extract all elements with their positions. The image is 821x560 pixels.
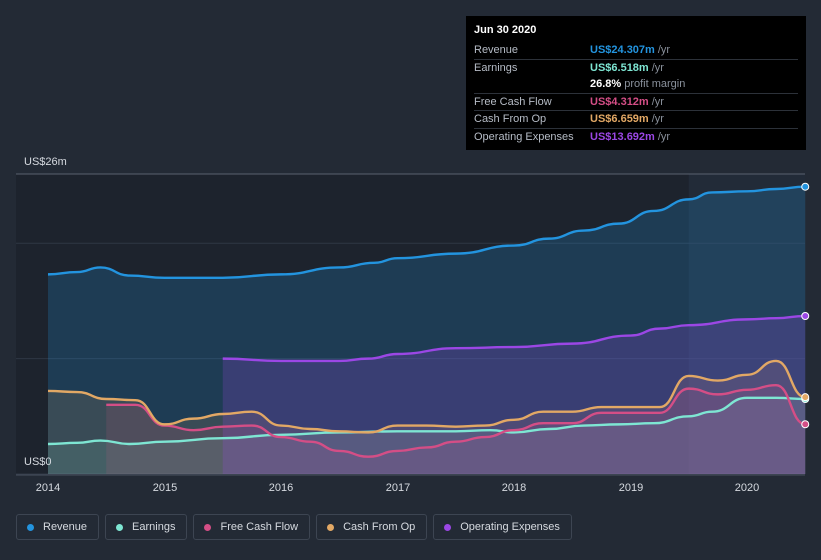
x-tick-label: 2015	[152, 482, 178, 494]
x-tick-label: 2019	[618, 482, 644, 494]
tooltip-unit: /yr	[657, 44, 671, 57]
end-markers	[801, 182, 810, 429]
tooltip-value: US$4.312m	[590, 95, 649, 108]
plot-background	[16, 174, 805, 474]
legend-item-operating-expenses[interactable]: Operating Expenses	[433, 514, 572, 540]
tooltip-unit: /yr	[651, 95, 664, 108]
tooltip-value: US$24.307m	[590, 44, 655, 57]
tooltip-unit: /yr	[651, 113, 664, 126]
free-cash-flow-end-point	[801, 420, 810, 429]
x-tick-label: 2014	[35, 482, 61, 494]
legend-item-free-cash-flow[interactable]: Free Cash Flow	[193, 514, 311, 540]
operating-expenses-line	[222, 314, 806, 363]
earnings-line	[47, 396, 806, 446]
tooltip-label: Free Cash Flow	[474, 95, 552, 108]
legend-dot-icon	[116, 523, 124, 531]
operating-expenses-area	[222, 316, 806, 474]
x-tick-label: 2018	[501, 482, 527, 494]
tooltip-row-revenue: Revenue US$24.307m /yr	[474, 42, 798, 59]
tooltip-value: 26.8%	[590, 78, 622, 91]
tooltip-label: Operating Expenses	[474, 130, 574, 143]
legend-label: Cash From Op	[343, 521, 416, 533]
tooltip-label: Cash From Op	[474, 113, 547, 126]
tooltip-label: Earnings	[474, 61, 518, 74]
free-cash-flow-line	[106, 383, 806, 458]
x-tick-label: 2017	[385, 482, 411, 494]
earnings-area	[48, 397, 806, 474]
legend-dot-icon	[327, 523, 335, 531]
legend-item-cash-from-op[interactable]: Cash From Op	[316, 514, 428, 540]
tooltip-date: Jun 30 2020	[474, 24, 537, 36]
revenue-line	[47, 185, 806, 280]
series-lines	[47, 185, 806, 458]
legend-item-earnings[interactable]: Earnings	[105, 514, 188, 540]
legend-item-revenue[interactable]: Revenue	[16, 514, 100, 540]
x-tick-label: 2020	[734, 482, 760, 494]
tooltip-row-free-cash-flow: Free Cash Flow US$4.312m /yr	[474, 92, 798, 111]
legend-dot-icon	[27, 523, 34, 531]
data-tooltip: Jun 30 2020 Revenue US$24.307m /yr Earni…	[466, 16, 806, 150]
cash-from-op-line	[47, 359, 806, 434]
legend-dot-icon	[204, 523, 212, 531]
plot-area	[16, 174, 805, 474]
legend-label: Revenue	[43, 521, 88, 533]
tooltip-unit: /yr	[651, 61, 664, 74]
y-axis-min-label: US$0	[24, 456, 52, 468]
chart-legend: Revenue Earnings Free Cash Flow Cash Fro…	[16, 514, 572, 540]
tooltip-row-cash-from-op: Cash From Op US$6.659m /yr	[474, 110, 798, 128]
free-cash-flow-area	[106, 385, 806, 474]
legend-label: Free Cash Flow	[220, 521, 299, 533]
revenue-area	[48, 186, 806, 474]
tooltip-row-earnings: Earnings US$6.518m /yr	[474, 58, 798, 77]
cash-from-op-end-point	[801, 393, 810, 402]
tooltip-value: US$13.692m	[590, 130, 655, 143]
tooltip-row-operating-expenses: Operating Expenses US$13.692m /yr	[474, 127, 798, 146]
tooltip-value: US$6.659m	[590, 113, 649, 126]
revenue-end-point	[801, 182, 810, 191]
tooltip-row-profit-margin: 26.8% profit margin	[474, 76, 798, 93]
x-tick-label: 2016	[268, 482, 294, 494]
tooltip-unit: /yr	[657, 130, 671, 143]
legend-label: Earnings	[132, 521, 176, 533]
cash-from-op-area	[48, 360, 806, 474]
y-axis-max-label: US$26m	[24, 156, 67, 168]
tooltip-unit: profit margin	[624, 78, 686, 91]
legend-label: Operating Expenses	[460, 521, 560, 533]
grid-lines	[16, 173, 805, 476]
tooltip-value: US$6.518m	[590, 61, 649, 74]
operating-expenses-end-point	[801, 312, 810, 321]
tooltip-label: Revenue	[474, 44, 519, 57]
legend-dot-icon	[444, 523, 452, 531]
series-areas	[48, 186, 806, 474]
